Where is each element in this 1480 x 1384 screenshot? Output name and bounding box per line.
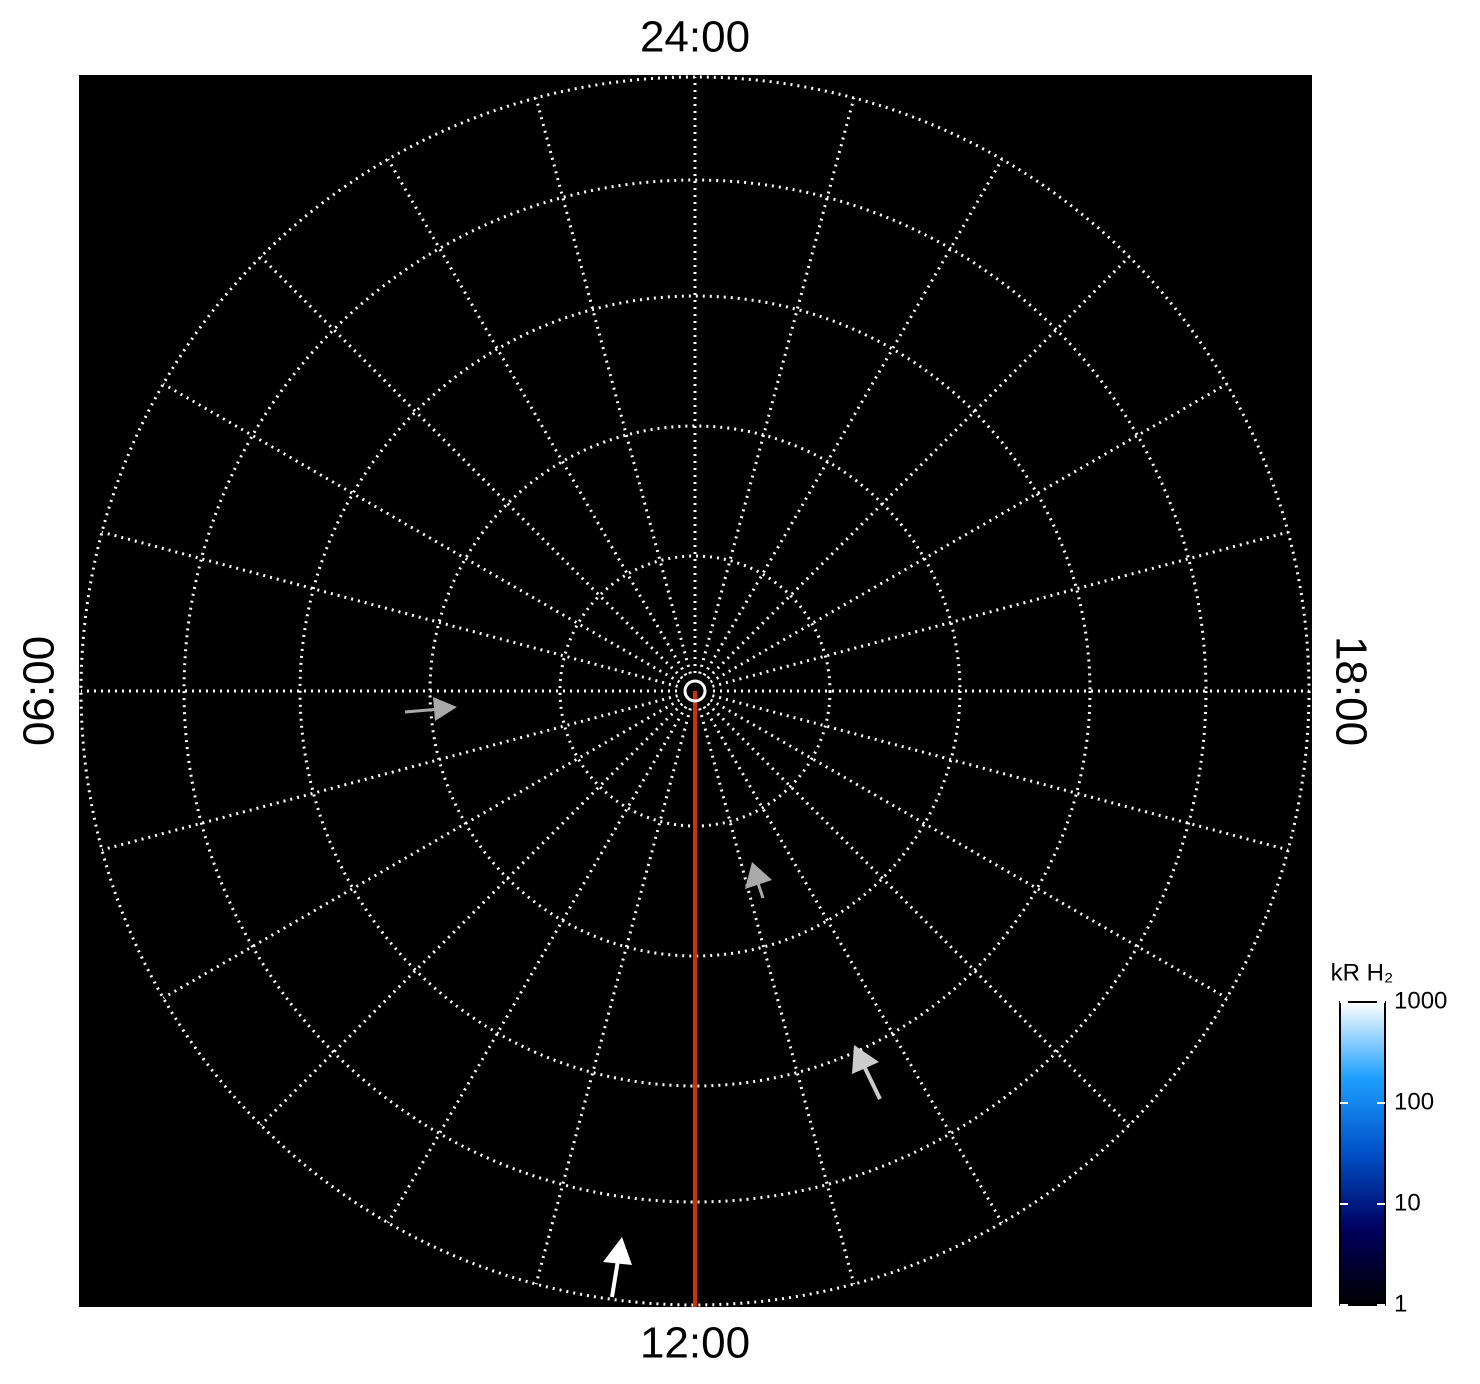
grid-radial (711, 530, 1289, 688)
grid-radial (698, 97, 856, 675)
pole-marker (683, 679, 707, 703)
grid-radial (162, 698, 681, 1000)
local-time-label: 18:00 (1326, 636, 1375, 746)
grid-radial (101, 530, 679, 688)
grid-radial (711, 694, 1289, 852)
grid-radial (534, 97, 692, 675)
colorbar-gradient (1339, 1001, 1386, 1306)
colorbar-tick-label: 100 (1394, 1088, 1434, 1115)
grid-radial (101, 694, 679, 852)
arrows (404, 697, 882, 1298)
local-time-label: 06:00 (15, 636, 64, 746)
colorbar-tick-label: 10 (1394, 1189, 1421, 1216)
grid-radial (259, 255, 684, 680)
grid-radial (702, 158, 1004, 677)
grid-radial (259, 702, 684, 1127)
grid-radial (706, 255, 1131, 680)
grid-radial (702, 705, 1004, 1224)
arrow-head (745, 862, 772, 889)
grid-radial (709, 382, 1228, 684)
grid-radial (162, 382, 681, 684)
grid-radial (534, 707, 692, 1285)
colorbar-tick-label: 1000 (1394, 987, 1447, 1014)
local-time-label: 24:00 (640, 13, 750, 62)
grid-radial (698, 707, 856, 1285)
grid-radial (709, 698, 1228, 1000)
colorbar-tick-label: 1 (1394, 1290, 1407, 1317)
grid-radial (386, 705, 688, 1224)
colorbar: 1 10 100 1000 (1339, 987, 1447, 1317)
arrow-head (852, 1045, 879, 1074)
grid-circle (298, 294, 1092, 1088)
grid-radial (386, 158, 688, 677)
colorbar-label: kR H₂ (1331, 959, 1394, 986)
grid-radial (706, 702, 1131, 1127)
arrow (610, 1259, 620, 1298)
arrow-head (433, 697, 457, 721)
arrow-head (603, 1237, 632, 1265)
local-time-label: 12:00 (640, 1319, 750, 1368)
grid-circle (182, 178, 1208, 1204)
arrow (861, 1063, 882, 1100)
